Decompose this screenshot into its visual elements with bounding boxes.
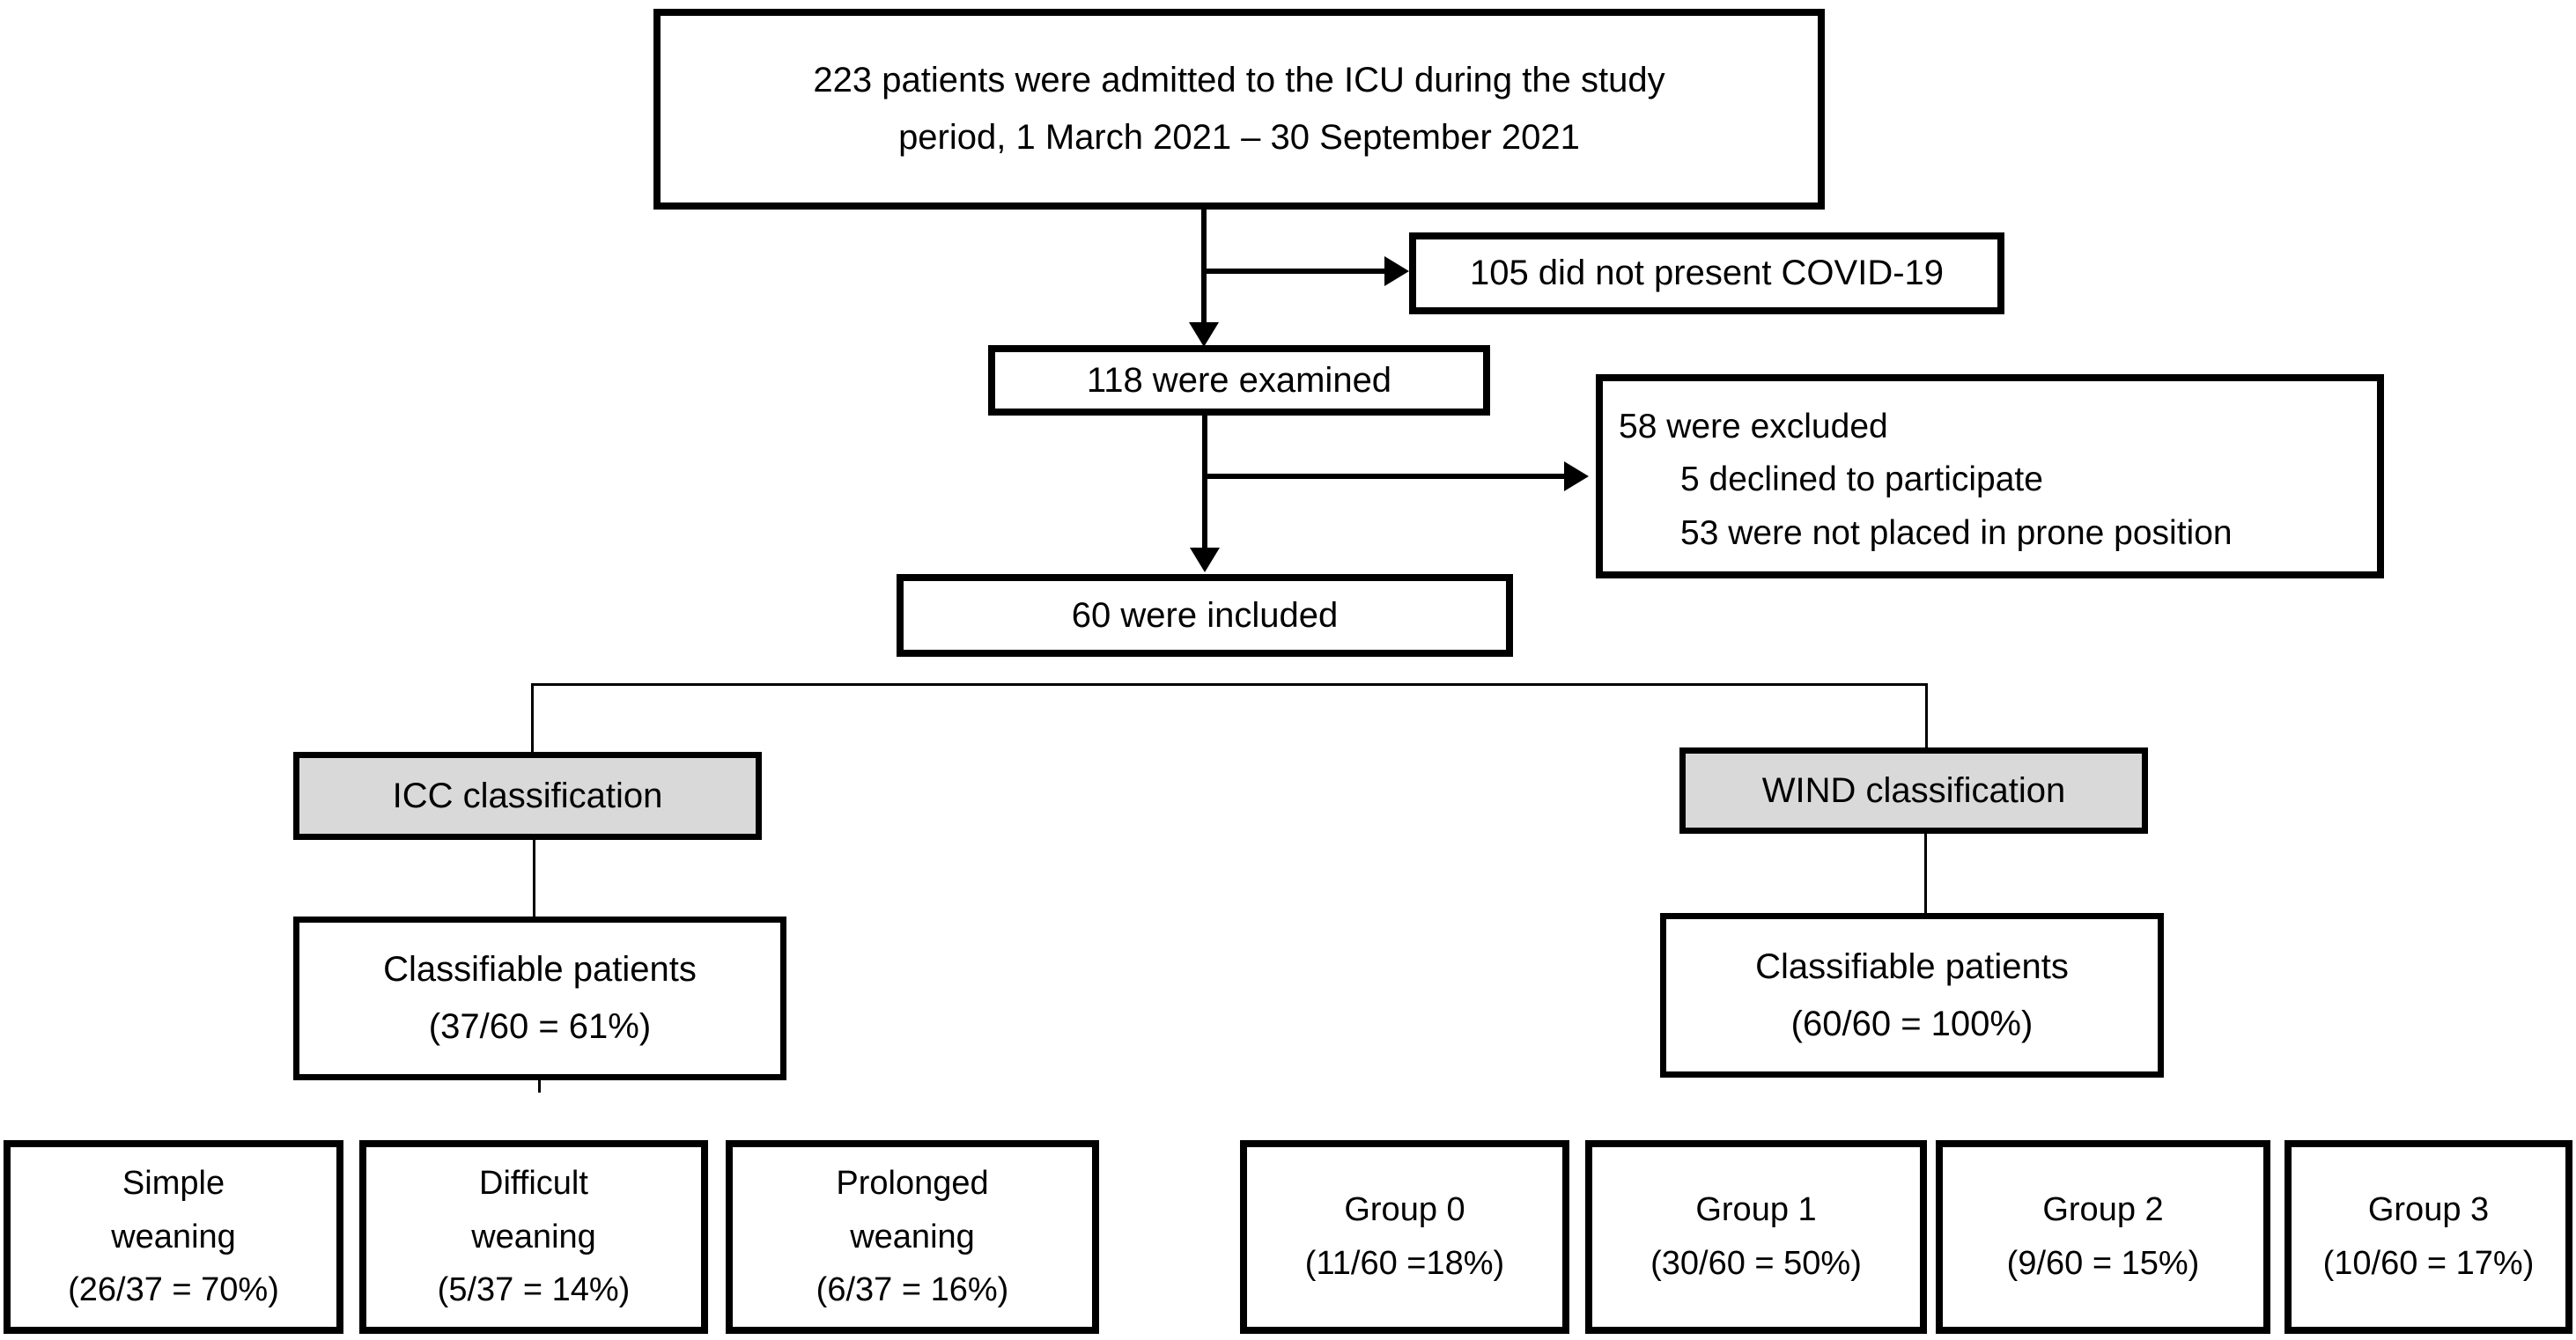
group-2-line-1: Group 2 [2042, 1191, 2164, 1229]
not-covid-box: 105 did not present COVID-19 [1409, 232, 2004, 314]
group-3-line-1: Group 3 [2367, 1191, 2490, 1229]
prolonged-weaning-box: Prolonged weaning (6/37 = 16%) [726, 1140, 1099, 1334]
split-drop-left [531, 683, 534, 754]
excluded-title: 58 were excluded [1619, 408, 1888, 445]
examined-label: 118 were examined [1086, 360, 1392, 400]
difficult-weaning-line-2: weaning [471, 1218, 596, 1255]
group-0-box: Group 0 (11/60 =18%) [1240, 1140, 1569, 1334]
arrow-down-1-line [1201, 210, 1207, 326]
wind-classifiable-box: Classifiable patients (60/60 = 100%) [1660, 913, 2164, 1078]
not-covid-label: 105 did not present COVID-19 [1469, 254, 1945, 293]
excluded-reason-2: 53 were not placed in prone position [1680, 513, 2233, 552]
admitted-line-2: period, 1 March 2021 – 30 September 2021 [898, 118, 1580, 157]
simple-weaning-line-3: (26/37 = 70%) [68, 1271, 279, 1309]
split-drop-right [1925, 683, 1928, 749]
prolonged-weaning-line-3: (6/37 = 16%) [816, 1271, 1009, 1309]
icc-header-box: ICC classification [293, 752, 762, 840]
icc-connector [533, 836, 535, 918]
included-box: 60 were included [897, 574, 1513, 657]
group-3-line-2: (10/60 = 17%) [2322, 1245, 2535, 1282]
examined-box: 118 were examined [988, 345, 1490, 416]
arrow-down-2-line [1202, 414, 1207, 551]
simple-weaning-box: Simple weaning (26/37 = 70%) [4, 1140, 343, 1334]
prolonged-weaning-line-2: weaning [850, 1218, 975, 1255]
group-3-box: Group 3 (10/60 = 17%) [2284, 1140, 2572, 1334]
wind-classifiable-line-2: (60/60 = 100%) [1790, 1004, 2033, 1043]
wind-connector [1924, 832, 1927, 915]
split-line [531, 683, 1928, 686]
simple-weaning-line-1: Simple [122, 1164, 225, 1202]
included-label: 60 were included [1071, 595, 1339, 635]
group-2-box: Group 2 (9/60 = 15%) [1936, 1140, 2270, 1334]
icc-classifiable-line-2: (37/60 = 61%) [428, 1007, 652, 1046]
wind-header-label: WIND classification [1761, 770, 2066, 810]
prolonged-weaning-line-1: Prolonged [836, 1164, 989, 1202]
icc-stub [538, 1080, 541, 1093]
group-1-line-1: Group 1 [1695, 1191, 1817, 1229]
admitted-box: 223 patients were admitted to the ICU du… [653, 9, 1825, 210]
group-1-line-2: (30/60 = 50%) [1650, 1245, 1862, 1282]
wind-classifiable-line-1: Classifiable patients [1755, 946, 2069, 986]
icc-classifiable-line-1: Classifiable patients [383, 950, 697, 990]
branch-line-2 [1202, 474, 1568, 479]
arrow-right-2-head [1564, 461, 1589, 491]
excluded-reason-1: 5 declined to participate [1680, 460, 2043, 499]
arrow-right-1-head [1384, 256, 1409, 286]
admitted-line-1: 223 patients were admitted to the ICU du… [813, 61, 1665, 100]
difficult-weaning-line-3: (5/37 = 14%) [437, 1271, 631, 1309]
excluded-box: 58 were excluded 5 declined to participa… [1596, 374, 2384, 578]
wind-header-box: WIND classification [1679, 747, 2148, 834]
group-0-line-1: Group 0 [1344, 1191, 1465, 1229]
difficult-weaning-line-1: Difficult [479, 1164, 588, 1202]
difficult-weaning-box: Difficult weaning (5/37 = 14%) [359, 1140, 708, 1334]
arrow-down-2-head [1190, 548, 1220, 572]
icc-header-label: ICC classification [392, 776, 663, 815]
icc-classifiable-box: Classifiable patients (37/60 = 61%) [293, 917, 786, 1080]
group-1-box: Group 1 (30/60 = 50%) [1585, 1140, 1927, 1334]
simple-weaning-line-2: weaning [111, 1218, 236, 1255]
group-0-line-2: (11/60 =18%) [1304, 1245, 1505, 1282]
arrow-down-1-head [1189, 322, 1219, 347]
group-2-line-2: (9/60 = 15%) [2006, 1245, 2200, 1282]
branch-line-1 [1201, 269, 1388, 274]
